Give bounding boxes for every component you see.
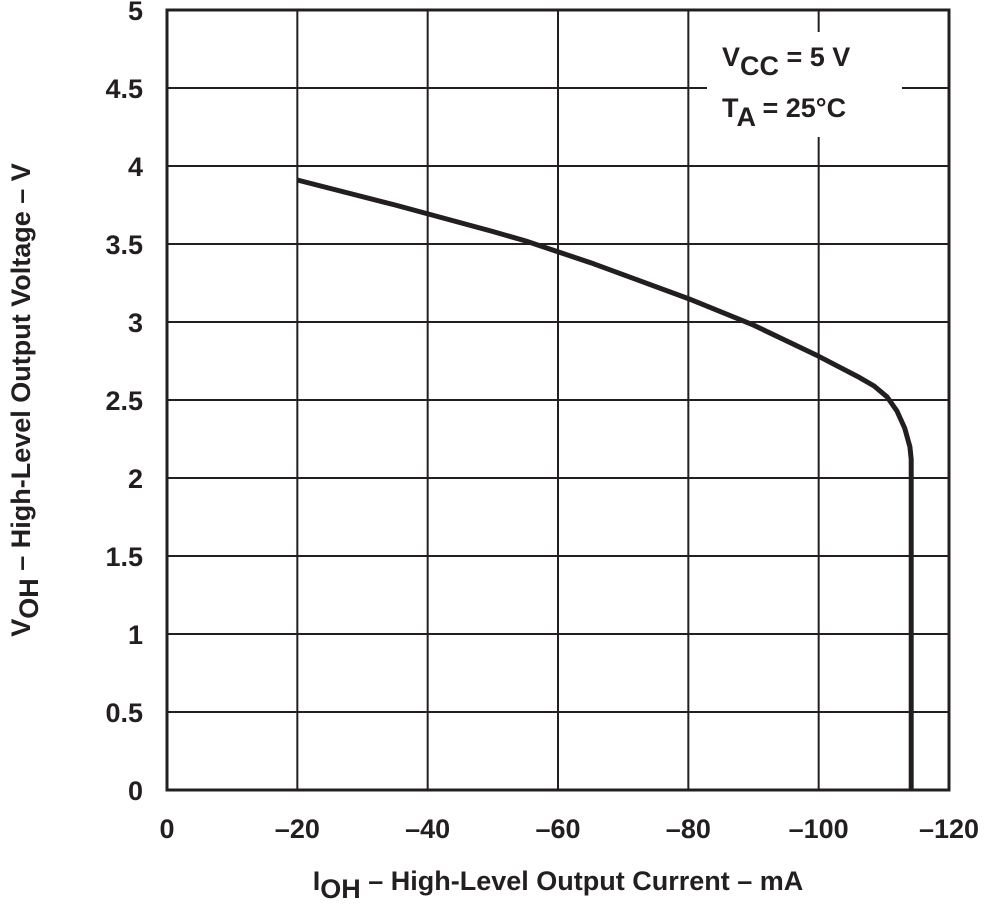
x-tick-labels: 0 –20 –40 –60 –80 –100 –120 [159, 814, 979, 844]
y-tick-labels: 0 0.5 1 1.5 2 2.5 3 3.5 4 4.5 5 [105, 0, 143, 806]
series-line [296, 177, 914, 790]
y-tick-label: 4 [128, 152, 143, 182]
y-tick-label: 0 [128, 776, 143, 806]
x-axis-label: IOH – High-Level Output Current – mA [313, 866, 804, 901]
y-tick-label: 1.5 [105, 542, 143, 572]
x-tick-label: –120 [919, 814, 979, 844]
y-tick-label: 2.5 [105, 386, 143, 416]
x-tick-label: –80 [666, 814, 711, 844]
annotation-vcc: VCC = 5 V [722, 42, 850, 81]
x-tick-label: –40 [405, 814, 450, 844]
y-tick-label: 2 [128, 464, 143, 494]
y-axis-label: VOH – High-Level Output Voltage – V [6, 163, 44, 637]
annotation-box [707, 32, 902, 137]
y-tick-label: 5 [128, 0, 143, 26]
y-tick-label: 1 [128, 620, 143, 650]
x-tick-label: –20 [275, 814, 320, 844]
y-tick-label: 4.5 [105, 74, 143, 104]
y-tick-label: 3 [128, 308, 143, 338]
annotation-ta: TA = 25°C [722, 93, 846, 132]
y-tick-label: 3.5 [105, 230, 143, 260]
x-tick-label: 0 [159, 814, 174, 844]
y-tick-label: 0.5 [105, 698, 143, 728]
x-tick-label: –100 [789, 814, 849, 844]
x-tick-label: –60 [535, 814, 580, 844]
plot-frame [165, 8, 951, 792]
